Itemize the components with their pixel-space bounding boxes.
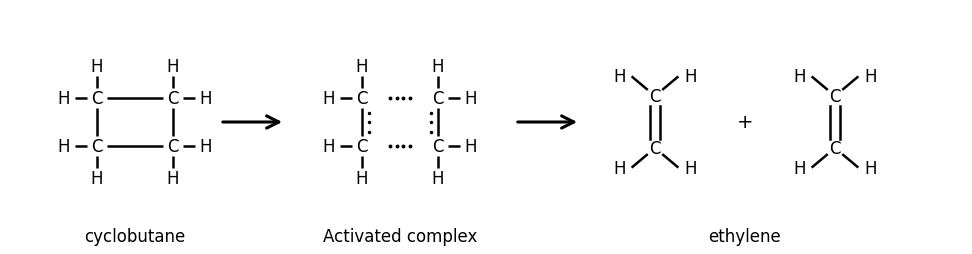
Text: H: H (793, 159, 806, 177)
Text: H: H (465, 90, 477, 108)
Text: H: H (167, 58, 179, 76)
Text: H: H (90, 58, 103, 76)
Text: ethylene: ethylene (709, 227, 781, 245)
Text: C: C (167, 90, 179, 108)
Text: C: C (649, 88, 661, 106)
Text: C: C (829, 139, 841, 157)
Text: C: C (829, 88, 841, 106)
Text: C: C (357, 137, 367, 155)
Text: H: H (323, 137, 335, 155)
Text: H: H (465, 137, 477, 155)
Text: H: H (864, 68, 877, 86)
Text: H: H (793, 68, 806, 86)
Text: Activated complex: Activated complex (323, 227, 477, 245)
Text: cyclobutane: cyclobutane (85, 227, 186, 245)
Text: H: H (613, 68, 626, 86)
Text: C: C (357, 90, 367, 108)
Text: H: H (200, 137, 212, 155)
Text: C: C (91, 137, 103, 155)
Text: H: H (57, 90, 70, 108)
Text: H: H (864, 159, 877, 177)
Text: H: H (684, 159, 697, 177)
Text: C: C (433, 137, 444, 155)
Text: H: H (200, 90, 212, 108)
Text: +: + (737, 113, 753, 132)
Text: H: H (90, 169, 103, 187)
Text: C: C (649, 139, 661, 157)
Text: H: H (57, 137, 70, 155)
Text: H: H (432, 58, 444, 76)
Text: C: C (433, 90, 444, 108)
Text: H: H (167, 169, 179, 187)
Text: H: H (356, 169, 368, 187)
Text: C: C (91, 90, 103, 108)
Text: H: H (323, 90, 335, 108)
Text: H: H (613, 159, 626, 177)
Text: C: C (167, 137, 179, 155)
Text: H: H (432, 169, 444, 187)
Text: H: H (356, 58, 368, 76)
Text: H: H (684, 68, 697, 86)
